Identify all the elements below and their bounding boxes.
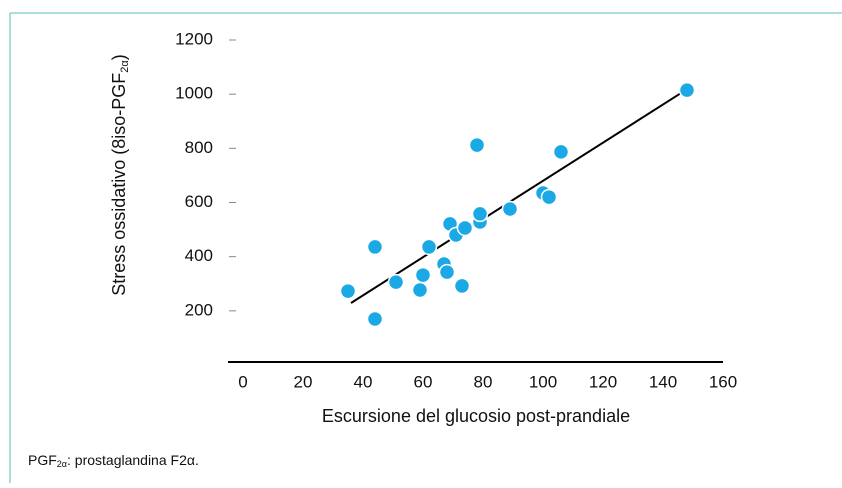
footnote-text: PGF xyxy=(28,452,57,468)
data-point xyxy=(339,282,357,300)
footnote-end: : prostaglandina F2α. xyxy=(67,452,199,468)
y-axis-label: Stress ossidativo (8iso-PGF2α) xyxy=(109,54,131,296)
data-point xyxy=(366,238,384,256)
y-tick-label: 600 xyxy=(185,192,213,211)
data-point xyxy=(411,281,429,299)
data-point xyxy=(501,200,519,218)
x-tick-label: 40 xyxy=(354,372,373,391)
y-label-text: Stress ossidativo (8iso-PGF xyxy=(109,73,129,296)
y-label-sub: 2α xyxy=(119,60,131,73)
data-point xyxy=(540,188,558,206)
x-tick-label: 80 xyxy=(474,372,493,391)
data-point xyxy=(468,136,486,154)
y-tick-label: 200 xyxy=(185,300,213,319)
data-point xyxy=(420,238,438,256)
y-tick-label: 800 xyxy=(185,138,213,157)
data-point xyxy=(453,277,471,295)
data-point xyxy=(414,266,432,284)
x-axis-label: Escursione del glucosio post-prandiale xyxy=(322,406,630,426)
footnote-sub: 2α xyxy=(57,459,67,469)
x-tick-label: 140 xyxy=(649,372,677,391)
footnote: PGF2α: prostaglandina F2α. xyxy=(28,452,199,470)
x-tick-label: 160 xyxy=(709,372,737,391)
data-point xyxy=(387,273,405,291)
data-point xyxy=(366,310,384,328)
data-point xyxy=(678,81,696,99)
x-tick-label: 100 xyxy=(529,372,557,391)
trend-line xyxy=(350,92,682,304)
y-tick-label: 1200 xyxy=(175,29,213,48)
y-tick-label: 1000 xyxy=(175,84,213,103)
x-tick-label: 120 xyxy=(589,372,617,391)
y-label-end: ) xyxy=(109,54,129,60)
data-point xyxy=(438,263,456,281)
data-point xyxy=(471,205,489,223)
x-tick-label: 20 xyxy=(294,372,313,391)
x-tick-label: 60 xyxy=(414,372,433,391)
data-point xyxy=(456,219,474,237)
data-point xyxy=(552,143,570,161)
y-tick-label: 400 xyxy=(185,246,213,265)
x-tick-label: 0 xyxy=(238,372,247,391)
